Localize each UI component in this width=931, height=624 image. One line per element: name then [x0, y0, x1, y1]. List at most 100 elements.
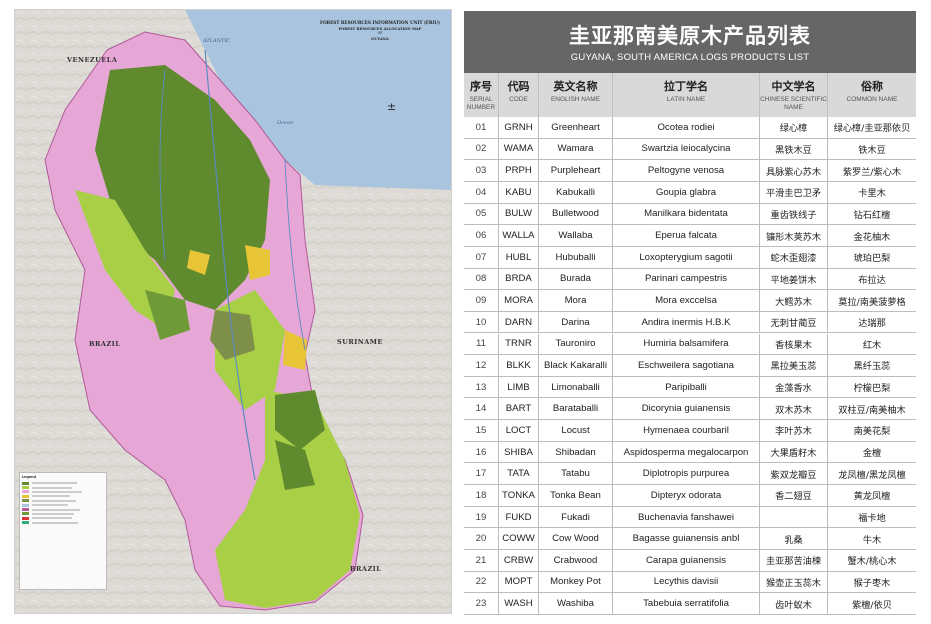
label-atlantic: ATLANTIC — [203, 38, 231, 44]
cell-common-name: 铁木豆 — [858, 144, 886, 156]
col-header-code: 代码 CODE — [499, 73, 539, 117]
cell-code: MORA — [499, 290, 539, 311]
cell-common-name: 金檀 — [862, 448, 882, 460]
cell-code: BART — [499, 398, 539, 420]
legend-row — [22, 494, 104, 498]
table-row: 21 CRBW Crabwood Carapa guianensis 圭亚那苦油楝 蟹木/… — [464, 550, 916, 572]
cell-latin-name: Dipteryx odorata — [613, 485, 760, 506]
table-row: 03 PRPH Purpleheart Peltogyne venosa 具脉紫心苏木 紫… — [464, 160, 916, 182]
cell-common-name: 布拉达 — [858, 274, 886, 286]
legend-row — [22, 499, 104, 503]
table-row: 04 KABU Kabukalli Goupia glabra 平滑圭巴卫矛 卡里木 — [464, 181, 916, 204]
cell-code: BRDA — [499, 268, 539, 290]
map-header: FOREST RESOURCES INFORMATION UNIT (FRIU)… — [315, 20, 445, 41]
label-brazil-south: BRAZIL — [350, 565, 382, 573]
table-row: 09 MORA Mora Mora exccelsa 大鳕苏木 莫拉/南美菠萝格 — [464, 290, 916, 312]
cell-chinese-name: 黑拉美玉蕊 — [760, 355, 828, 376]
table-row: 01 GRNH Greenheart Ocotea rodiei 绿心樟 绿心樟/圭亚那依… — [464, 117, 916, 139]
cell-serial: 23 — [464, 593, 499, 614]
table-row: 15 LOCT Locust Hymenaea courbaril 李叶苏木 南美花梨 — [464, 420, 916, 442]
cell-code: BLKK — [499, 355, 539, 376]
legend-row — [22, 490, 104, 494]
cell-code: FUKD — [499, 506, 539, 528]
table-row: 17 TATA Tatabu Diplotropis purpurea 紫双龙瓣豆 龙凤檀… — [464, 463, 916, 486]
map-header-title: FOREST RESOURCES INFORMATION UNIT (FRIU) — [320, 20, 440, 25]
cell-english-name: Cow Wood — [539, 528, 613, 549]
cell-common-name: 琥珀巴梨 — [853, 253, 891, 265]
cell-chinese-name: 重齿铁线子 — [760, 203, 828, 225]
cell-serial: 14 — [464, 398, 499, 420]
cell-common-name: 牛木 — [862, 534, 882, 546]
label-ocean: Ocean — [277, 120, 294, 126]
table-row: 13 LIMB Limonaballi Paripiballi 金藻香水 柠檬巴梨 — [464, 376, 916, 399]
label-venezuela: VENEZUELA — [67, 56, 118, 64]
legend-row — [22, 512, 104, 516]
cell-chinese-name: 大果盾籽木 — [760, 441, 828, 463]
legend-row — [22, 521, 104, 525]
cell-common-name: 蟹木/桃心木 — [847, 556, 897, 568]
cell-common-name: 紫罗兰/紫心木 — [842, 166, 902, 178]
cell-common-name: 红木 — [862, 339, 882, 351]
cell-chinese-name: 乳桑 — [760, 528, 828, 549]
cell-serial: 18 — [464, 485, 499, 506]
cell-english-name: Washiba — [539, 593, 613, 614]
cell-latin-name: Tabebuia serratifolia — [613, 593, 760, 614]
forest-allocation-map: FOREST RESOURCES INFORMATION UNIT (FRIU)… — [14, 9, 452, 614]
cell-latin-name: Peltogyne venosa — [613, 160, 760, 181]
cell-english-name: Kabukalli — [539, 181, 613, 203]
cell-chinese-name: 圭亚那苦油楝 — [760, 550, 828, 571]
cell-code: COWW — [499, 528, 539, 549]
cell-code: WALLA — [499, 225, 539, 246]
cell-chinese-name: 具脉紫心苏木 — [760, 160, 828, 181]
map-header-country: GUYANA — [371, 37, 389, 41]
cell-latin-name: Diplotropis purpurea — [613, 463, 760, 485]
legend-row — [22, 481, 104, 485]
cell-serial: 09 — [464, 290, 499, 311]
col-header-en: COMMON NAME — [846, 96, 898, 103]
legend-row — [22, 485, 104, 490]
cell-english-name: Purpleheart — [539, 160, 613, 181]
table-row: 23 WASH Washiba Tabebuia serratifolia 齿叶蚁木 紫檀… — [464, 593, 916, 615]
cell-english-name: Crabwood — [539, 550, 613, 571]
cell-latin-name: Manilkara bidentata — [613, 203, 760, 225]
map-header-subtitle: FOREST RESOURCES ALLOCATION MAP — [338, 27, 422, 31]
cell-code: KABU — [499, 181, 539, 203]
cell-common-name: 紫檀/依贝 — [852, 599, 892, 611]
col-header-en: CODE — [509, 96, 528, 103]
cell-latin-name: Ocotea rodiei — [613, 117, 760, 138]
cell-code: GRNH — [499, 117, 539, 138]
cell-english-name: Darina — [539, 311, 613, 333]
cell-english-name: Wamara — [539, 138, 613, 160]
col-header-cn: 英文名称 — [553, 80, 598, 93]
cell-latin-name: Andira inermis H.B.K — [613, 311, 760, 333]
cell-chinese-name: 李叶苏木 — [760, 420, 828, 441]
cell-latin-name: Aspidosperma megalocarpon — [613, 441, 760, 463]
cell-common-name: 莫拉/南美菠萝格 — [838, 296, 906, 308]
table-row: 11 TRNR Tauroniro Humiria balsamifera 香核果木 红木 — [464, 333, 916, 356]
cell-chinese-name: 大鳕苏木 — [760, 290, 828, 311]
cell-serial: 05 — [464, 203, 499, 225]
cell-serial: 08 — [464, 268, 499, 290]
cell-english-name: Shibadan — [539, 441, 613, 463]
cell-common-name: 龙凤檀/黑龙凤檀 — [838, 469, 906, 481]
cell-latin-name: Loxopterygium sagotii — [613, 246, 760, 268]
col-header-cn: 中文学名 — [771, 80, 816, 93]
cell-latin-name: Bagasse guianensis anbl — [613, 528, 760, 549]
cell-common-name: 南美花梨 — [853, 426, 891, 438]
legend-row — [22, 507, 104, 512]
cell-latin-name: Parinari campestris — [613, 268, 760, 290]
cell-code: TRNR — [499, 333, 539, 355]
table-row: 05 BULW Bulletwood Manilkara bidentata 重齿铁线子… — [464, 203, 916, 226]
col-header-cn: 序号 — [470, 80, 492, 93]
cell-common-name: 金花柚木 — [853, 231, 891, 243]
cell-common-name: 黑纤玉蕊 — [853, 361, 891, 373]
label-suriname: SURINAME — [337, 338, 383, 346]
cell-english-name: Locust — [539, 420, 613, 441]
cell-english-name: Tonka Bean — [539, 485, 613, 506]
cell-serial: 12 — [464, 355, 499, 376]
col-header-en: CHINESE SCIENTIFIC NAME — [760, 96, 827, 111]
cell-common-name: 猴子枣木 — [853, 577, 891, 589]
cell-latin-name: Paripiballi — [613, 376, 760, 398]
cell-chinese-name: 香二翅豆 — [760, 485, 828, 506]
cell-latin-name: Humiria balsamifera — [613, 333, 760, 355]
